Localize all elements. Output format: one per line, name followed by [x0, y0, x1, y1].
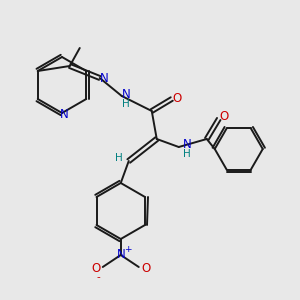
Text: H: H: [122, 99, 130, 109]
Text: N: N: [99, 71, 108, 85]
Text: H: H: [183, 149, 190, 159]
Text: O: O: [219, 110, 228, 122]
Text: -: -: [97, 272, 101, 282]
Text: +: +: [124, 245, 131, 254]
Text: O: O: [141, 262, 150, 275]
Text: O: O: [172, 92, 182, 106]
Text: H: H: [115, 153, 123, 163]
Text: N: N: [116, 248, 125, 262]
Text: N: N: [122, 88, 130, 100]
Text: O: O: [91, 262, 101, 275]
Text: N: N: [182, 137, 191, 151]
Text: N: N: [60, 107, 68, 121]
